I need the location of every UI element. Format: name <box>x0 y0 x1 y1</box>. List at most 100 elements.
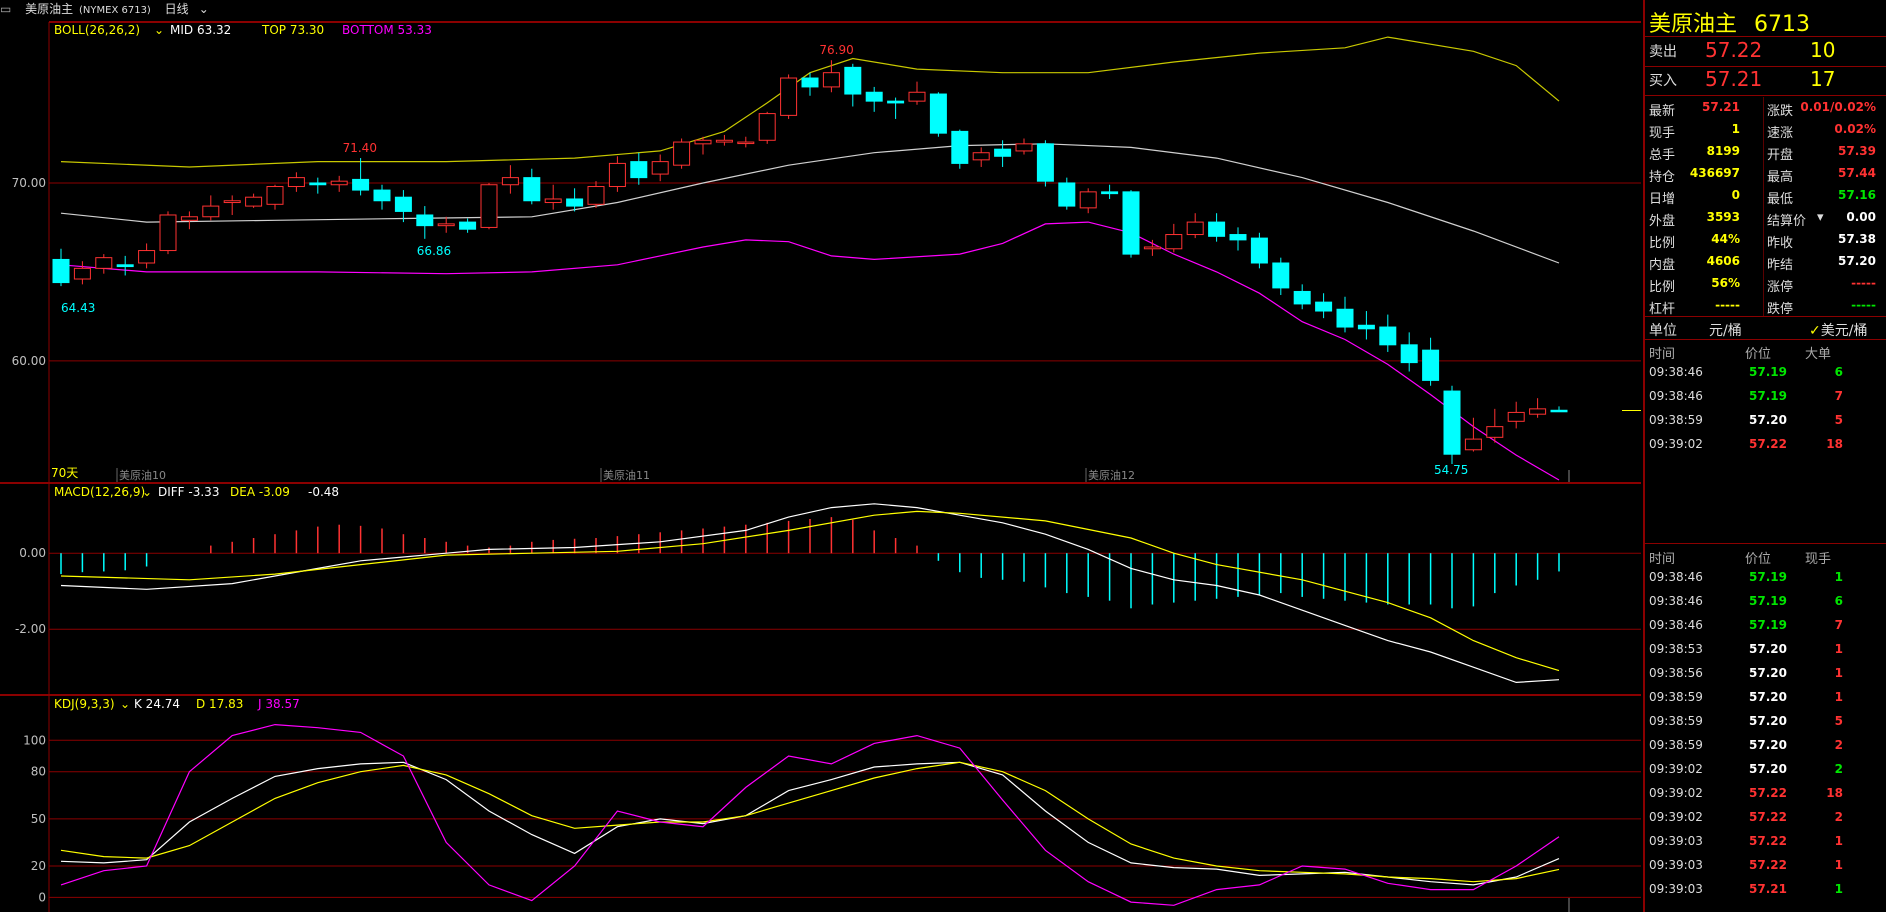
candle[interactable] <box>437 223 455 227</box>
period-selector[interactable]: 日线 ⌄ <box>165 2 219 16</box>
list-item[interactable]: 09:39:02 57.22 18 <box>1645 434 1886 456</box>
candle[interactable] <box>223 200 241 204</box>
list-item[interactable]: 09:38:59 57.20 1 <box>1645 687 1886 709</box>
list-item[interactable]: 09:39:02 57.20 2 <box>1645 759 1886 781</box>
candle[interactable] <box>1443 390 1461 455</box>
list-item[interactable]: 09:38:53 57.20 1 <box>1645 639 1886 661</box>
list-item[interactable]: 09:38:56 57.20 1 <box>1645 663 1886 685</box>
chart-area[interactable]: ▭ 美原油主 (NYMEX 6713) 日线 ⌄ 60.00 70.00 76.90 7… <box>0 0 1641 912</box>
candle[interactable] <box>1422 349 1440 381</box>
list-item[interactable]: 09:39:03 57.22 1 <box>1645 831 1886 853</box>
candle[interactable] <box>266 186 284 205</box>
candle[interactable] <box>994 148 1012 157</box>
candle[interactable] <box>1229 234 1247 241</box>
indicator-selector[interactable]: BOLL(26,26,2) <box>54 23 140 37</box>
candle[interactable] <box>587 186 605 205</box>
list-item[interactable]: 09:39:03 57.21 1 <box>1645 879 1886 901</box>
symbol-title[interactable]: 美原油主 <box>25 2 74 16</box>
candle[interactable] <box>1122 191 1140 255</box>
candle[interactable] <box>1208 221 1226 237</box>
candle[interactable] <box>416 214 434 227</box>
candle[interactable] <box>373 189 391 202</box>
chart-svg[interactable]: 60.00 70.00 76.90 71.40 66.86 64.43 54.75 70天 美原… <box>0 0 1641 912</box>
candle[interactable] <box>1400 344 1418 364</box>
candle[interactable] <box>1036 143 1054 182</box>
list-item[interactable]: 09:38:59 57.20 2 <box>1645 735 1886 757</box>
caret-down-icon[interactable]: ▾ <box>1817 210 1824 225</box>
macd-selector[interactable]: MACD(12,26,9) <box>54 485 145 499</box>
candle[interactable] <box>1379 326 1397 346</box>
candle[interactable] <box>908 91 926 102</box>
candle[interactable] <box>501 177 519 186</box>
candle[interactable] <box>544 198 562 204</box>
candle[interactable] <box>1486 426 1504 438</box>
candle[interactable] <box>287 177 305 188</box>
candle[interactable] <box>116 264 134 268</box>
candle[interactable] <box>780 77 798 116</box>
candle[interactable] <box>673 141 691 166</box>
candle[interactable] <box>1186 221 1204 236</box>
candle[interactable] <box>1272 262 1290 289</box>
list-item[interactable]: 09:38:46 57.19 1 <box>1645 567 1886 589</box>
candle[interactable] <box>180 216 198 221</box>
candle[interactable] <box>566 198 584 207</box>
sell-price[interactable]: 57.22 <box>1705 38 1763 62</box>
candle[interactable] <box>394 196 412 212</box>
candle[interactable] <box>1058 182 1076 207</box>
candle[interactable] <box>1550 409 1568 413</box>
candle[interactable] <box>245 196 263 207</box>
candle[interactable] <box>972 152 990 161</box>
candle[interactable] <box>608 162 626 188</box>
candle[interactable] <box>822 72 840 88</box>
candle[interactable] <box>1529 408 1547 415</box>
window-menu-icon[interactable]: ▭ <box>0 2 12 16</box>
candle[interactable] <box>480 184 498 228</box>
candle[interactable] <box>202 205 220 218</box>
candle[interactable] <box>758 113 776 141</box>
candle[interactable] <box>73 267 91 280</box>
candle[interactable] <box>523 177 541 202</box>
candle[interactable] <box>52 258 70 284</box>
buy-price[interactable]: 57.21 <box>1705 67 1763 91</box>
list-item[interactable]: 09:38:59 57.20 5 <box>1645 711 1886 733</box>
list-item[interactable]: 09:38:46 57.19 6 <box>1645 362 1886 384</box>
candle[interactable] <box>715 139 733 143</box>
candle[interactable] <box>630 161 648 179</box>
list-item[interactable]: 09:38:59 57.20 5 <box>1645 410 1886 432</box>
candle[interactable] <box>1464 438 1482 451</box>
candle[interactable] <box>844 66 862 95</box>
candle[interactable] <box>309 182 327 186</box>
list-item[interactable]: 09:39:02 57.22 18 <box>1645 783 1886 805</box>
candle[interactable] <box>1101 191 1119 195</box>
candle[interactable] <box>1336 308 1354 328</box>
candle[interactable] <box>651 161 669 175</box>
candle[interactable] <box>330 180 348 186</box>
candle[interactable] <box>138 250 156 264</box>
candle[interactable] <box>951 130 969 164</box>
candle[interactable] <box>737 141 755 145</box>
list-item[interactable]: 09:38:46 57.19 6 <box>1645 591 1886 613</box>
candle[interactable] <box>1315 301 1333 312</box>
candle[interactable] <box>352 178 370 191</box>
kdj-selector[interactable]: KDJ(9,3,3) <box>54 697 115 711</box>
candle[interactable] <box>1015 143 1033 152</box>
candle[interactable] <box>1293 290 1311 305</box>
candle[interactable] <box>929 93 947 134</box>
candle[interactable] <box>887 100 905 104</box>
candle[interactable] <box>801 77 819 88</box>
candle[interactable] <box>95 257 113 269</box>
candle[interactable] <box>159 214 177 252</box>
list-item[interactable]: 09:39:02 57.22 2 <box>1645 807 1886 829</box>
candle[interactable] <box>1507 411 1525 422</box>
candle[interactable] <box>1250 237 1268 264</box>
candle[interactable] <box>1165 234 1183 250</box>
list-item[interactable]: 09:38:46 57.19 7 <box>1645 386 1886 408</box>
list-item[interactable]: 09:38:46 57.19 7 <box>1645 615 1886 637</box>
list-item[interactable]: 09:39:03 57.22 1 <box>1645 855 1886 877</box>
candle[interactable] <box>1357 324 1375 330</box>
unit-cny-option[interactable]: 元/桶 <box>1709 323 1742 339</box>
candle[interactable] <box>1143 246 1161 250</box>
candle[interactable] <box>865 91 883 102</box>
candle[interactable] <box>694 139 712 145</box>
unit-usd-option[interactable]: ✓美元/桶 <box>1809 320 1867 340</box>
